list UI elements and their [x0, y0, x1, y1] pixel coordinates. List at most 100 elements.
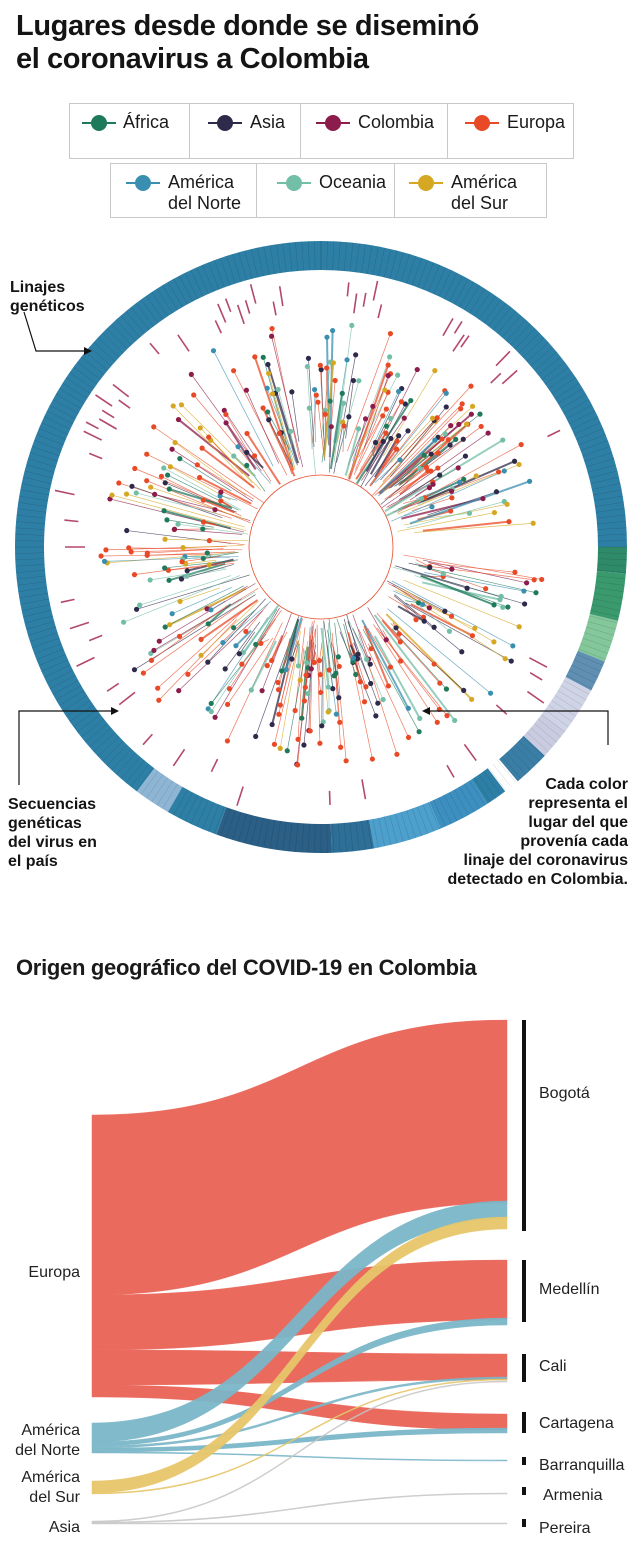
tree-leaf [372, 439, 379, 446]
tree-leaf [539, 576, 545, 583]
tree-leaf [147, 577, 153, 583]
ring-divider [514, 744, 536, 766]
ring-divider [196, 267, 209, 295]
ring-divider [566, 675, 593, 689]
tree-leaf [498, 593, 504, 599]
sequence-mark [236, 786, 244, 806]
tree-leaf [349, 322, 355, 329]
tree-leaf [336, 663, 342, 670]
tree-leaf [239, 661, 245, 667]
tree-branch [397, 605, 425, 623]
tree-leaf [368, 680, 374, 687]
tree-branch [246, 432, 281, 485]
tree-branch [233, 609, 256, 628]
tree-branch [172, 587, 233, 615]
ring-divider [497, 760, 517, 783]
ring-divider [19, 495, 48, 502]
tree-leaf [452, 717, 458, 724]
legend-item-europa: Europa [447, 104, 575, 158]
ring-divider [594, 587, 624, 592]
tree-branch [109, 498, 245, 533]
sankey-flow [91, 1378, 508, 1495]
ring-divider [59, 690, 85, 706]
ring-segment [499, 735, 545, 782]
tree-leaf [393, 446, 400, 452]
tree-leaf [508, 658, 514, 664]
tree-leaf [443, 404, 449, 410]
tree-branch [395, 587, 506, 660]
tree-leaf [428, 451, 434, 457]
tree-leaf [477, 411, 483, 417]
ring-divider [443, 795, 458, 822]
tree-branch [409, 487, 430, 501]
tree-branch [297, 648, 304, 740]
tree-branch [371, 391, 399, 449]
tree-branch [208, 436, 244, 475]
tree-leaf [393, 625, 399, 631]
tree-leaf [462, 453, 469, 459]
tree-branch [391, 470, 505, 522]
tree-branch [267, 364, 300, 464]
tree-leaf [165, 472, 171, 478]
tree-leaves [98, 322, 545, 768]
ring-divider [518, 740, 540, 762]
tree-leaf [361, 699, 368, 705]
tree-branch [388, 596, 424, 618]
tree-branch [181, 404, 254, 476]
ring-segment [168, 786, 227, 835]
tree-leaf [506, 519, 512, 525]
ring-divider [597, 521, 626, 525]
tree-leaf [244, 449, 250, 455]
ring-divider [597, 540, 627, 542]
tree-branch [327, 629, 337, 674]
ring-divider [69, 704, 94, 722]
ring-divider [44, 664, 71, 678]
tree-leaf [502, 656, 508, 662]
tree-leaf [440, 570, 446, 577]
legend-item-africa: África [70, 104, 189, 158]
sequence-mark [529, 671, 543, 681]
tree-branch [146, 480, 251, 524]
tree-leaf [315, 399, 321, 405]
tree-branch [168, 562, 226, 582]
ring-divider [548, 372, 573, 390]
tree-branch [107, 551, 237, 564]
ring-divider [587, 464, 616, 473]
ring-divider [226, 255, 236, 284]
tree-leaf [223, 411, 229, 418]
ring-divider [151, 291, 168, 317]
tree-leaf [472, 625, 478, 631]
tree-leaf [176, 633, 183, 639]
ring-divider [595, 581, 625, 586]
tree-leaf [176, 688, 182, 694]
tree-leaf [405, 428, 411, 434]
sequence-mark [463, 743, 477, 762]
tree-leaf [469, 633, 476, 639]
tree-branch [270, 634, 284, 661]
tree-branch [159, 583, 256, 642]
tree-leaf [129, 483, 135, 489]
tree-branch [186, 568, 227, 577]
arrow-color-note [428, 710, 609, 745]
tree-branch [253, 356, 295, 471]
ring-divider [591, 483, 621, 490]
tree-branch [246, 390, 279, 464]
tree-leaf [161, 508, 167, 514]
tree-branch [203, 551, 239, 559]
tree-branch [171, 448, 253, 502]
tree-leaf [208, 700, 214, 707]
tree-leaf [144, 478, 150, 484]
sankey-target-pereira: Pereira [539, 1520, 591, 1537]
tree-branch [200, 601, 259, 656]
tree-leaf [123, 491, 130, 497]
ring-divider [41, 422, 69, 435]
ring-divider [594, 592, 623, 599]
arrow-sequences [18, 710, 113, 785]
ring-divider [106, 744, 128, 766]
ring-divider [23, 476, 52, 484]
ring-divider [27, 626, 56, 636]
ring-divider [173, 278, 188, 305]
ring-divider [326, 823, 328, 853]
ring-divider [593, 598, 622, 605]
tree-leaf [420, 614, 427, 620]
